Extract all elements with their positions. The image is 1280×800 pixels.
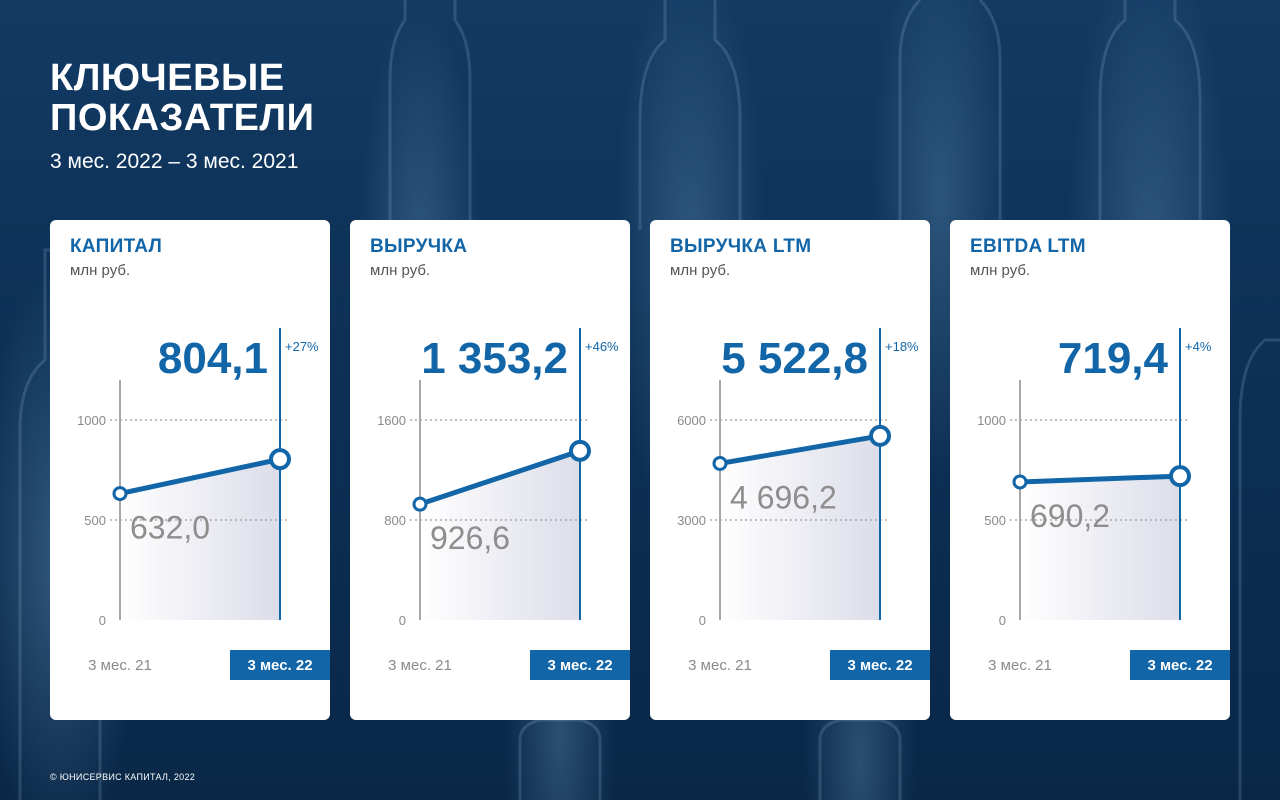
x-label-current-bg	[1130, 650, 1230, 680]
card-title: ВЫРУЧКА	[370, 236, 468, 257]
series-line	[417, 448, 583, 507]
current-value-label: 719,4	[1058, 334, 1169, 383]
prev-value-label: 926,6	[430, 520, 510, 556]
card-unit: млн руб.	[370, 262, 431, 279]
card-unit: млн руб.	[670, 262, 731, 279]
current-value-label: 5 522,8	[721, 334, 868, 383]
data-point-prev	[712, 455, 728, 471]
kpi-card: КАПИТАЛ млн руб. 0 500 1000 804,1 +27% 632,0 3 м…	[50, 220, 330, 720]
series-line	[117, 456, 283, 497]
kpi-chart: 0 3000 6000 5 522,8 +18% 4 696,2 3 мес. 21 3 ме…	[677, 328, 930, 680]
card-title: ВЫРУЧКА LTM	[670, 236, 812, 257]
x-label-current-bg	[530, 650, 630, 680]
growth-label: +18%	[885, 339, 919, 354]
prev-value-label: 4 696,2	[730, 479, 837, 515]
current-value-label: 804,1	[158, 334, 268, 383]
y-tick-label: 500	[84, 513, 106, 528]
series-area	[720, 435, 880, 620]
x-label-current-bg	[830, 650, 930, 680]
x-label-prev: 3 мес. 21	[688, 657, 752, 674]
prev-value-label: 690,2	[1030, 498, 1110, 534]
kpi-chart: 0 800 1600 1 353,2 +46% 926,6 3 мес. 21 3 мес. …	[377, 328, 630, 680]
series-line	[1017, 473, 1183, 485]
x-label-current: 3 мес. 22	[247, 657, 312, 674]
page-title: КЛЮЧЕВЫЕ ПОКАЗАТЕЛИ	[50, 58, 314, 138]
y-tick-label: 3000	[677, 513, 706, 528]
series-area	[1020, 476, 1180, 620]
kpi-chart: 0 500 1000 804,1 +27% 632,0 3 мес. 21 3 мес. 22	[77, 328, 330, 680]
growth-label: +4%	[1185, 339, 1212, 354]
y-tick-label: 1000	[77, 413, 106, 428]
y-tick-label: 800	[384, 513, 406, 528]
y-tick-label: 500	[984, 513, 1006, 528]
page-title-line-1: КЛЮЧЕВЫЕ	[50, 57, 285, 99]
card-unit: млн руб.	[970, 262, 1031, 279]
page-subtitle: 3 мес. 2022 – 3 мес. 2021	[50, 150, 299, 173]
y-tick-label: 0	[99, 613, 106, 628]
x-label-prev: 3 мес. 21	[88, 657, 152, 674]
kpi-card: ВЫРУЧКА млн руб. 0 800 1600 1 353,2 +46% 926,6 3…	[350, 220, 630, 720]
x-label-current: 3 мес. 22	[1147, 657, 1212, 674]
x-label-prev: 3 мес. 21	[388, 657, 452, 674]
x-label-current: 3 мес. 22	[847, 657, 912, 674]
y-tick-label: 1000	[977, 413, 1006, 428]
data-point-current	[1169, 465, 1191, 488]
growth-label: +27%	[285, 339, 319, 354]
y-tick-label: 6000	[677, 413, 706, 428]
kpi-chart: 0 500 1000 719,4 +4% 690,2 3 мес. 21 3 мес. 22	[977, 328, 1230, 680]
y-tick-label: 0	[999, 613, 1006, 628]
card-title: КАПИТАЛ	[70, 236, 163, 257]
data-point-prev	[1012, 474, 1028, 490]
kpi-card: ВЫРУЧКА LTM млн руб. 0 3000 6000 5 522,8 +18% 4…	[650, 220, 930, 720]
series-line	[717, 433, 883, 466]
y-tick-label: 1600	[377, 413, 406, 428]
data-point-current	[869, 424, 891, 447]
growth-label: +46%	[585, 339, 619, 354]
x-label-current-bg	[230, 650, 330, 680]
copyright: © ЮНИСЕРВИС КАПИТАЛ, 2022	[50, 772, 196, 782]
kpi-card: EBITDA LTM млн руб. 0 500 1000 719,4 +4% 690,2 3…	[950, 220, 1230, 720]
series-area	[120, 459, 280, 620]
prev-value-label: 632,0	[130, 510, 210, 546]
data-point-current	[269, 448, 291, 471]
x-label-prev: 3 мес. 21	[988, 657, 1052, 674]
current-value-label: 1 353,2	[421, 334, 568, 383]
card-title: EBITDA LTM	[970, 236, 1086, 257]
y-tick-label: 0	[399, 613, 406, 628]
data-point-prev	[412, 496, 428, 512]
y-tick-label: 0	[699, 613, 706, 628]
data-point-prev	[112, 486, 128, 502]
card-unit: млн руб.	[70, 262, 131, 279]
x-label-current: 3 мес. 22	[547, 657, 612, 674]
page-title-line-2: ПОКАЗАТЕЛИ	[50, 97, 315, 139]
data-point-current	[569, 439, 591, 462]
